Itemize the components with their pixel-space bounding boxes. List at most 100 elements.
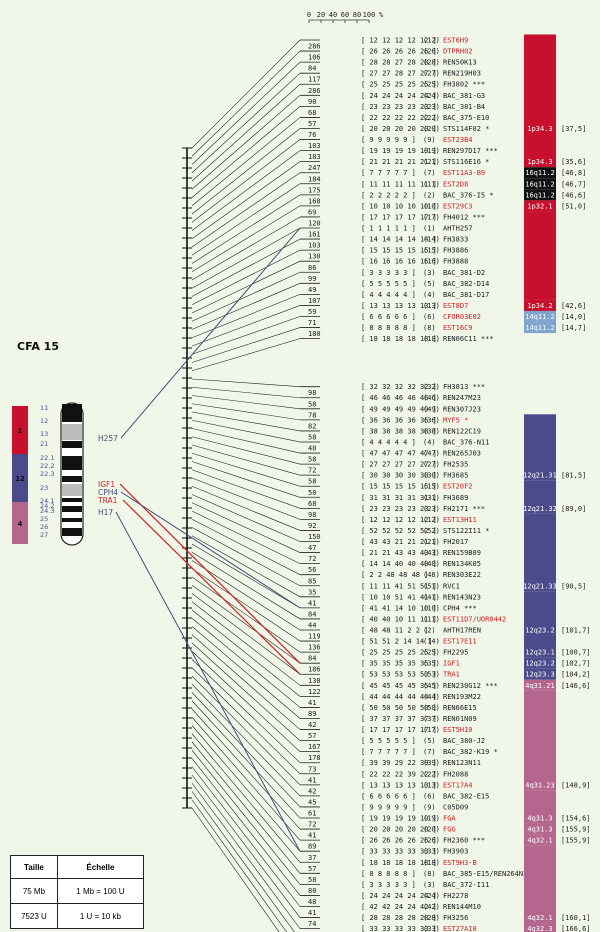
marker-order: (40)	[423, 560, 440, 568]
marker-bins: [ 45 45 45 45 35 ]	[361, 682, 437, 690]
arm-label: 4	[18, 520, 23, 528]
gene-link	[120, 227, 301, 439]
marker-name: BAC_382-K19 *	[443, 748, 498, 756]
marker-order: (48)	[423, 571, 440, 579]
connector-line	[191, 172, 301, 248]
marker-name: EST16C9	[443, 324, 473, 332]
marker-order: (24)	[423, 92, 440, 100]
marker-distance: 167	[308, 743, 321, 751]
marker-name: FGA	[443, 815, 456, 823]
marker-order: (46)	[423, 394, 440, 402]
marker-order: (31)	[423, 494, 440, 502]
marker-name: EST17E11	[443, 638, 477, 646]
cytoband-block	[524, 845, 556, 924]
marker-name: BAC_376-I5 *	[443, 191, 494, 199]
cytoband-position: [42,6]	[561, 302, 586, 310]
connector-line	[191, 651, 301, 752]
cytoband-position: [46,6]	[561, 191, 586, 199]
cytoband-label: 14q11.2	[525, 313, 555, 321]
connector-line	[191, 61, 301, 165]
marker-name: REN123N11	[443, 759, 481, 767]
arm-block	[12, 406, 28, 454]
marker-name: REN247M23	[443, 394, 481, 402]
dark-band	[62, 506, 82, 512]
marker-name: BAC_376-N11	[443, 438, 489, 446]
marker-name: FH3833	[443, 236, 468, 244]
marker-name: TRA1	[443, 671, 460, 679]
marker-name: EST6H9	[443, 37, 468, 45]
marker-distance: 57	[308, 865, 316, 873]
cytoband-block	[524, 200, 556, 212]
marker-order: (7)	[423, 169, 436, 177]
gene-label: TRA1	[97, 496, 118, 505]
cytoband-label: 12q23.2	[525, 627, 555, 635]
marker-bins: [ 9 9 9 9 9 ]	[361, 803, 416, 811]
band-label: 22.3	[40, 470, 54, 478]
chromosome-title: CFA 15	[17, 340, 59, 353]
marker-distance: 68	[308, 500, 316, 508]
connector-line	[191, 634, 301, 730]
marker-order: (23)	[423, 505, 440, 513]
marker-name: FH2360 ***	[443, 837, 485, 845]
marker-distance: 184	[308, 175, 321, 183]
marker-distance: 175	[308, 186, 321, 194]
marker-name: REN50K13	[443, 59, 477, 67]
marker-order: (8)	[423, 870, 436, 878]
marker-bins: [ 4 4 4 4 4 ]	[361, 438, 416, 446]
marker-bins: [ 23 23 23 23 23 ]	[361, 103, 437, 111]
cytogenetic-bands: 1p34.3 [37,5] 1p34.3 [35,6] 16q11.2 [46,8] 16q…	[523, 34, 591, 932]
connector-line	[191, 216, 301, 281]
cytoband-block	[524, 513, 556, 592]
legend-scale-units: 1 U = 10 kb	[56, 903, 145, 929]
connector-line	[191, 72, 301, 173]
connector-line	[191, 205, 301, 273]
connector-line	[191, 485, 301, 531]
marker-distance: 168	[308, 197, 321, 205]
marker-name: REN193M22	[443, 693, 481, 701]
marker-bins: [ 27 27 27 27 27 ]	[361, 461, 437, 469]
marker-distance: 44	[308, 622, 316, 630]
marker-distance: 138	[308, 677, 321, 685]
marker-name: FH2535	[443, 461, 468, 469]
marker-distance: 37	[308, 854, 316, 862]
marker-name: AHTH257	[443, 225, 473, 233]
marker-bins: [ 12 12 12 12 12 ]	[361, 516, 437, 524]
connector-line	[191, 609, 301, 697]
marker-name: EST11D7/UOR0442	[443, 615, 506, 623]
marker-bins: [ 17 17 17 17 17 ]	[361, 726, 437, 734]
marker-order: (17)	[423, 213, 440, 221]
marker-bins: [ 30 30 30 30 30 ]	[361, 472, 437, 480]
gene-label: H17	[98, 508, 113, 517]
marker-bins: [ 18 18 18 18 18 ]	[361, 335, 437, 343]
marker-name: STS116E16 *	[443, 158, 489, 166]
connector-line	[191, 249, 301, 306]
cytoband-position: [155,9]	[561, 837, 591, 845]
marker-order: (27)	[423, 70, 440, 78]
marker-order: (5)	[423, 280, 436, 288]
band-label: 22.2	[40, 462, 54, 470]
marker-distance: 35	[308, 588, 316, 596]
cytoband-label: 14q11.2	[525, 324, 555, 332]
marker-name: FH3802 ***	[443, 81, 485, 89]
cytoband-position: [155,9]	[561, 826, 591, 834]
marker-bins: [ 8 8 8 8 8 ]	[361, 324, 416, 332]
cytoband-label: 12q23.3	[525, 671, 555, 679]
marker-order: (17)	[423, 726, 440, 734]
marker-bins: [ 19 19 19 19 19 ]	[361, 815, 437, 823]
connector-line	[191, 194, 301, 264]
marker-name: REN01N09	[443, 715, 477, 723]
connector-line	[191, 271, 301, 322]
marker-distance: 120	[308, 220, 321, 228]
marker-order: (13)	[423, 781, 440, 789]
marker-bins: [ 5 5 5 5 5 ]	[361, 737, 416, 745]
marker-name: EST17A4	[443, 781, 473, 789]
marker-bins: [ 8 8 8 8 8 ]	[361, 870, 416, 878]
cytoband-block	[524, 167, 556, 179]
marker-bins: [ 6 6 6 6 6 ]	[361, 792, 416, 800]
marker-order: (24)	[423, 892, 440, 900]
marker-name: BAC_375-E10	[443, 114, 489, 122]
cytoband-position: [81,5]	[561, 472, 586, 480]
marker-distance: 42	[308, 787, 316, 795]
marker-name: FH3903	[443, 848, 468, 856]
